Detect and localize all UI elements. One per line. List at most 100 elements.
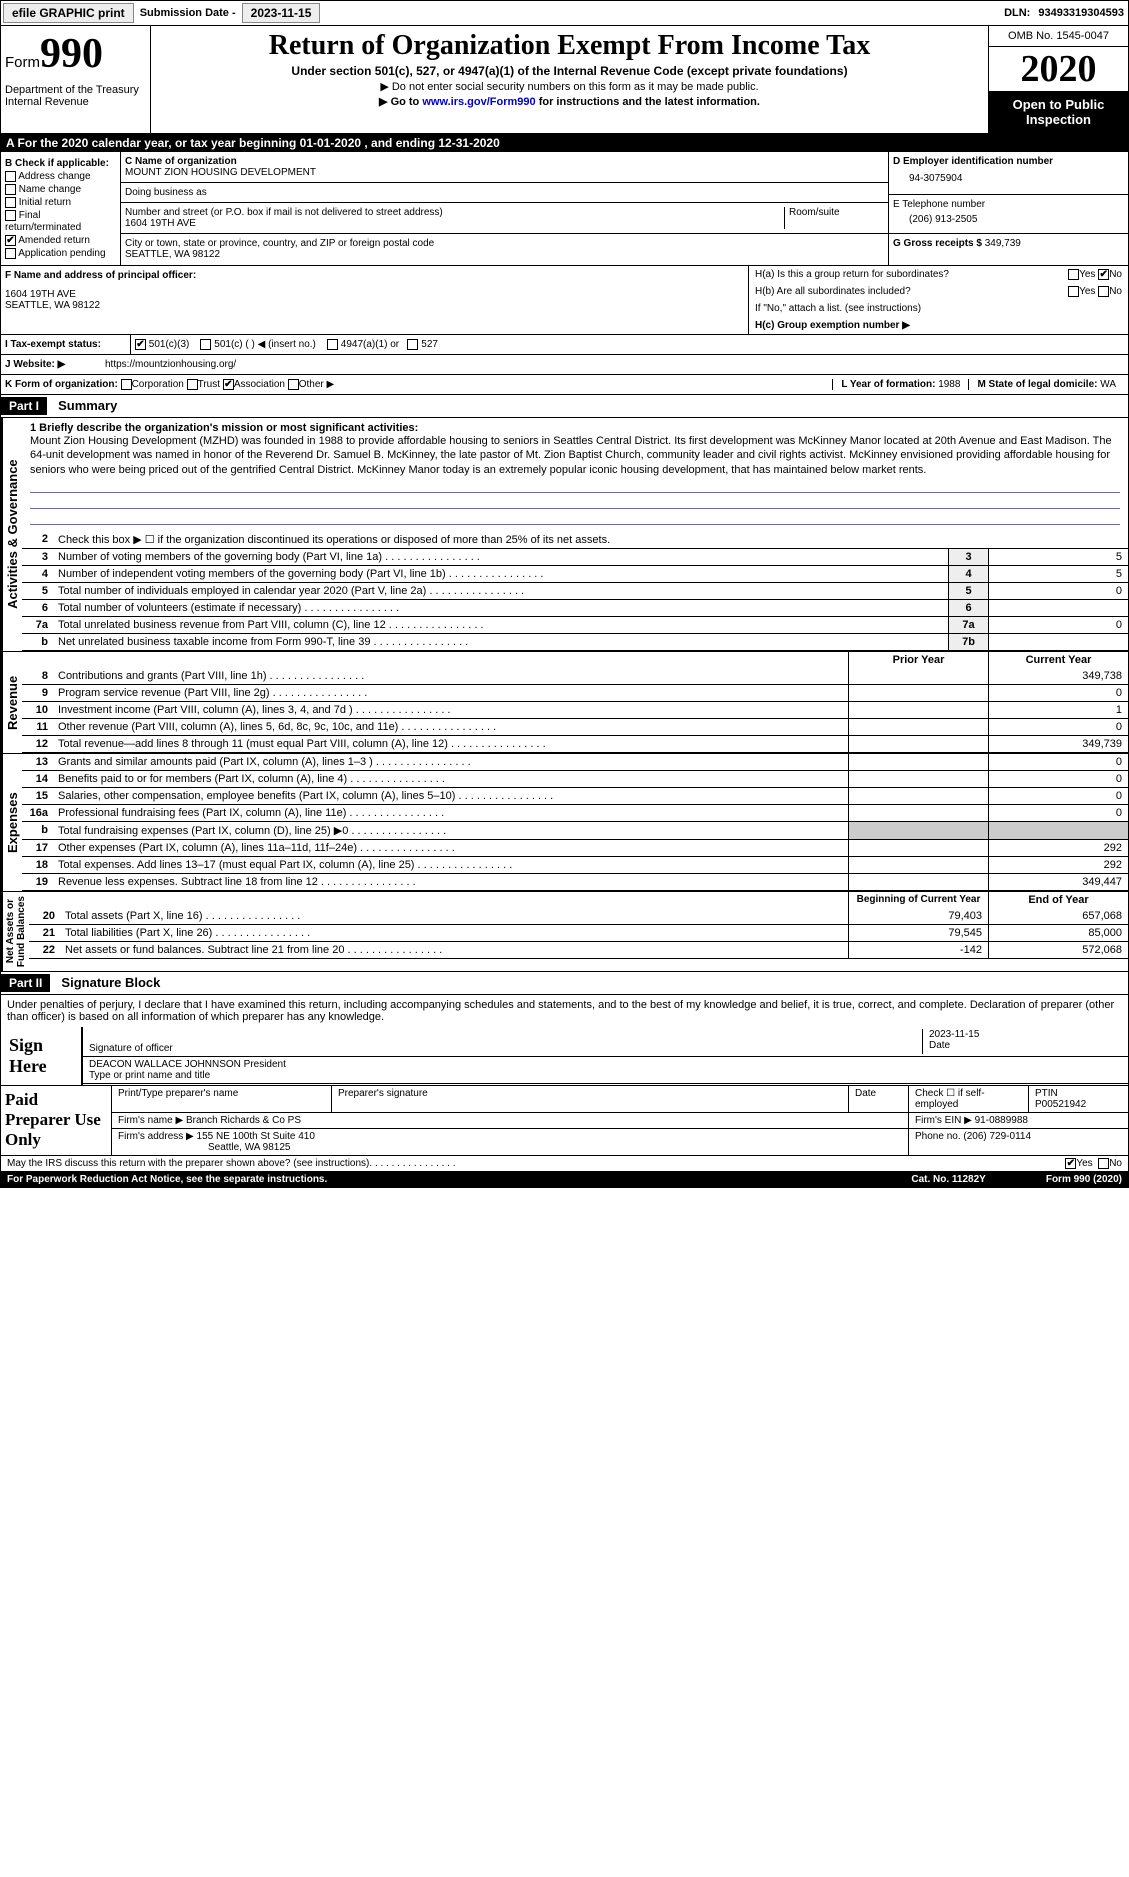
- line-12: 12 Total revenue—add lines 8 through 11 …: [22, 736, 1128, 753]
- officer-addr2: SEATTLE, WA 98122: [5, 300, 744, 311]
- paid-preparer-label: Paid Preparer Use Only: [1, 1086, 111, 1155]
- chk-address-change[interactable]: [5, 171, 16, 182]
- hb-note: If "No," attach a list. (see instruction…: [749, 300, 1128, 317]
- sig-date: 2023-11-15: [929, 1029, 1122, 1040]
- chk-initial-return[interactable]: [5, 197, 16, 208]
- ha-yes[interactable]: [1068, 269, 1079, 280]
- city-value: SEATTLE, WA 98122: [125, 249, 884, 260]
- street-label: Number and street (or P.O. box if mail i…: [125, 207, 784, 218]
- revenue-section: Revenue Prior YearCurrent Year 8 Contrib…: [0, 652, 1129, 754]
- line-2: Check this box ▶ ☐ if the organization d…: [54, 531, 1128, 548]
- officer-label: F Name and address of principal officer:: [5, 270, 744, 281]
- line-1-label: 1 Briefly describe the organization's mi…: [30, 422, 1120, 434]
- line-13: 13 Grants and similar amounts paid (Part…: [22, 754, 1128, 771]
- efile-print-button[interactable]: efile GRAPHIC print: [3, 3, 134, 23]
- part-2-title: Signature Block: [53, 973, 168, 992]
- line-9: 9 Program service revenue (Part VIII, li…: [22, 685, 1128, 702]
- chk-application-pending[interactable]: [5, 248, 16, 259]
- cat-no: Cat. No. 11282Y: [911, 1174, 985, 1185]
- discuss-yes[interactable]: [1065, 1158, 1076, 1169]
- chk-corporation[interactable]: [121, 379, 132, 390]
- row-a-tax-year: A For the 2020 calendar year, or tax yea…: [0, 134, 1129, 152]
- tax-year: 2020: [989, 47, 1128, 91]
- section-de: D Employer identification number 94-3075…: [888, 152, 1128, 265]
- section-c: C Name of organization MOUNT ZION HOUSIN…: [121, 152, 888, 265]
- chk-final-return[interactable]: [5, 210, 16, 221]
- part-1-title: Summary: [50, 396, 125, 415]
- line-16a: 16a Professional fundraising fees (Part …: [22, 805, 1128, 822]
- form-note-1: ▶ Do not enter social security numbers o…: [155, 80, 984, 93]
- line-10: 10 Investment income (Part VIII, column …: [22, 702, 1128, 719]
- firm-ein: 91-0889988: [975, 1115, 1028, 1126]
- line-21: 21 Total liabilities (Part X, line 26) 7…: [29, 925, 1128, 942]
- line-8: 8 Contributions and grants (Part VIII, l…: [22, 668, 1128, 685]
- gross-receipts-value: 349,739: [985, 238, 1021, 249]
- ha-no[interactable]: [1098, 269, 1109, 280]
- discuss-row: May the IRS discuss this return with the…: [0, 1156, 1129, 1172]
- line-14: 14 Benefits paid to or for members (Part…: [22, 771, 1128, 788]
- line-20: 20 Total assets (Part X, line 16) 79,403…: [29, 908, 1128, 925]
- section-b-label: B Check if applicable:: [5, 158, 116, 169]
- discuss-no[interactable]: [1098, 1158, 1109, 1169]
- section-b: B Check if applicable: Address change Na…: [1, 152, 121, 265]
- net-assets-section: Net Assets or Fund Balances Beginning of…: [0, 892, 1129, 972]
- chk-501c[interactable]: [200, 339, 211, 350]
- part-1-header: Part I: [1, 397, 47, 415]
- sign-here-label: Sign Here: [1, 1027, 81, 1085]
- officer-name: DEACON WALLACE JOHNNSON President: [89, 1059, 1122, 1070]
- header-bar: efile GRAPHIC print Submission Date - 20…: [0, 0, 1129, 26]
- submission-date: 2023-11-15: [242, 3, 321, 23]
- form-number: 990: [40, 31, 103, 77]
- year-formation: 1988: [938, 379, 960, 390]
- firm-phone: (206) 729-0114: [963, 1131, 1031, 1142]
- chk-association[interactable]: [223, 379, 234, 390]
- col-current-year: Current Year: [988, 652, 1128, 668]
- phone-label: E Telephone number: [893, 199, 1124, 210]
- chk-trust[interactable]: [187, 379, 198, 390]
- form-title: Return of Organization Exempt From Incom…: [155, 30, 984, 62]
- chk-501c3[interactable]: [135, 339, 146, 350]
- line-22: 22 Net assets or fund balances. Subtract…: [29, 942, 1128, 959]
- part-1-header-row: Part I Summary: [0, 395, 1129, 418]
- room-label: Room/suite: [784, 207, 884, 229]
- website-value: https://mountzionhousing.org/: [101, 355, 1128, 374]
- ein-value: 94-3075904: [893, 167, 1124, 190]
- mission-text: Mount Zion Housing Development (MZHD) wa…: [30, 434, 1120, 477]
- vert-label-revenue: Revenue: [1, 652, 22, 753]
- state-domicile: WA: [1100, 379, 1116, 390]
- line-5: 5 Total number of individuals employed i…: [22, 583, 1128, 600]
- dln-value: 93493319304593: [1034, 7, 1128, 19]
- vert-label-expenses: Expenses: [1, 754, 22, 891]
- paperwork-notice: For Paperwork Reduction Act Notice, see …: [7, 1174, 327, 1185]
- col-begin-year: Beginning of Current Year: [848, 892, 988, 908]
- hb-no[interactable]: [1098, 286, 1109, 297]
- line-17: 17 Other expenses (Part IX, column (A), …: [22, 840, 1128, 857]
- public-inspection: Open to Public Inspection: [989, 91, 1128, 133]
- hb-yes[interactable]: [1068, 286, 1079, 297]
- hc-label: H(c) Group exemption number ▶: [749, 317, 1128, 334]
- chk-amended-return[interactable]: [5, 235, 16, 246]
- ha-label: H(a) Is this a group return for subordin…: [755, 269, 1068, 280]
- irs-link[interactable]: www.irs.gov/Form990: [422, 96, 535, 108]
- dba-label: Doing business as: [125, 187, 884, 198]
- omb-number: OMB No. 1545-0047: [989, 26, 1128, 47]
- col-prior-year: Prior Year: [848, 652, 988, 668]
- firm-address: 155 NE 100th St Suite 410: [197, 1131, 315, 1142]
- line-3: 3 Number of voting members of the govern…: [22, 549, 1128, 566]
- officer-addr1: 1604 19TH AVE: [5, 289, 744, 300]
- city-label: City or town, state or province, country…: [125, 238, 884, 249]
- chk-4947[interactable]: [327, 339, 338, 350]
- chk-name-change[interactable]: [5, 184, 16, 195]
- org-name: MOUNT ZION HOUSING DEVELOPMENT: [125, 167, 884, 178]
- org-info-grid: B Check if applicable: Address change Na…: [0, 152, 1129, 266]
- chk-other[interactable]: [288, 379, 299, 390]
- ptin-value: P00521942: [1035, 1099, 1122, 1110]
- line-19: 19 Revenue less expenses. Subtract line …: [22, 874, 1128, 891]
- dln-label: DLN:: [1000, 7, 1034, 19]
- line-4: 4 Number of independent voting members o…: [22, 566, 1128, 583]
- form-subtitle: Under section 501(c), 527, or 4947(a)(1)…: [155, 64, 984, 78]
- form-word: Form: [5, 54, 40, 71]
- section-fh: F Name and address of principal officer:…: [0, 266, 1129, 335]
- section-klm: K Form of organization: Corporation Trus…: [0, 375, 1129, 395]
- chk-527[interactable]: [407, 339, 418, 350]
